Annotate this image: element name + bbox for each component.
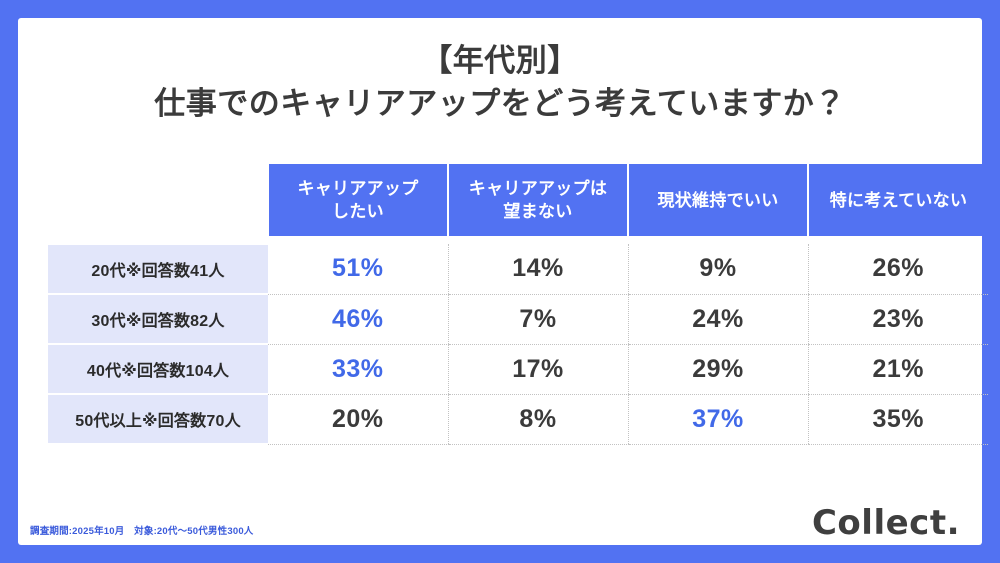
table-spacer-row	[48, 236, 988, 244]
cell-20s-status-quo: 9%	[627, 244, 808, 295]
slide-card: 【年代別】 仕事でのキャリアアップをどう考えていますか？ キャリアアップ	[18, 18, 988, 545]
column-header-line-1: キャリアアップは	[468, 179, 608, 198]
table-row: 20代※回答数41人 51% 14% 9% 26%	[48, 243, 988, 295]
column-header-line-2: したい	[332, 202, 384, 221]
column-header-no-career-up: キャリアアップは 望まない	[447, 164, 629, 236]
cell-40s-not-thinking: 21%	[807, 344, 988, 395]
row-label-40s: 40代※回答数104人	[48, 343, 268, 395]
column-header-line-1: 現状維持でいい	[657, 190, 779, 210]
cell-40s-status-quo: 29%	[627, 344, 808, 395]
column-header-line-2: 望まない	[503, 202, 573, 221]
page-title: 【年代別】 仕事でのキャリアアップをどう考えていますか？	[18, 40, 982, 126]
column-header-not-thinking: 特に考えていない	[807, 164, 988, 236]
cell-30s-not-thinking: 23%	[807, 294, 988, 345]
table-row: 40代※回答数104人 33% 17% 29% 21%	[48, 343, 988, 395]
row-label-30s: 30代※回答数82人	[48, 293, 268, 345]
cell-50s-no-career-up: 8%	[447, 394, 628, 445]
column-header-career-up: キャリアアップ したい	[267, 164, 449, 236]
cell-50s-career-up: 20%	[268, 394, 448, 445]
title-line-1: 【年代別】	[421, 43, 579, 78]
table-header-row: キャリアアップ したい キャリアアップは 望まない 現状維持でいい 特に考えてい…	[48, 164, 988, 236]
cell-30s-career-up: 46%	[268, 294, 448, 345]
survey-table-container: キャリアアップ したい キャリアアップは 望まない 現状維持でいい 特に考えてい…	[48, 164, 988, 445]
table-row: 50代以上※回答数70人 20% 8% 37% 35%	[48, 393, 988, 445]
table-row: 30代※回答数82人 46% 7% 24% 23%	[48, 293, 988, 345]
survey-note: 調査期間:2025年10月 対象:20代〜50代男性300人	[30, 526, 254, 537]
column-header-status-quo: 現状維持でいい	[627, 164, 809, 236]
cell-30s-status-quo: 24%	[627, 294, 808, 345]
row-label-20s: 20代※回答数41人	[48, 243, 268, 295]
table-header: キャリアアップ したい キャリアアップは 望まない 現状維持でいい 特に考えてい…	[48, 164, 988, 236]
brand-logo: Collect.	[811, 503, 960, 543]
cell-20s-no-career-up: 14%	[447, 244, 628, 295]
title-line-2: 仕事でのキャリアアップをどう考えていますか？	[154, 86, 846, 121]
cell-50s-status-quo: 37%	[627, 394, 808, 445]
cell-20s-not-thinking: 26%	[807, 244, 988, 295]
cell-40s-career-up: 33%	[268, 344, 448, 395]
cell-40s-no-career-up: 17%	[447, 344, 628, 395]
survey-table: キャリアアップ したい キャリアアップは 望まない 現状維持でいい 特に考えてい…	[48, 164, 988, 445]
cell-30s-no-career-up: 7%	[447, 294, 628, 345]
table-body: 20代※回答数41人 51% 14% 9% 26% 30代※回答数82人 46%…	[48, 236, 988, 445]
row-label-50s-plus: 50代以上※回答数70人	[48, 393, 268, 445]
cell-20s-career-up: 51%	[268, 244, 448, 295]
table-corner-cell	[48, 164, 268, 236]
column-header-line-1: キャリアアップ	[297, 179, 419, 198]
column-header-line-1: 特に考えていない	[829, 190, 968, 210]
cell-50s-not-thinking: 35%	[807, 394, 988, 445]
